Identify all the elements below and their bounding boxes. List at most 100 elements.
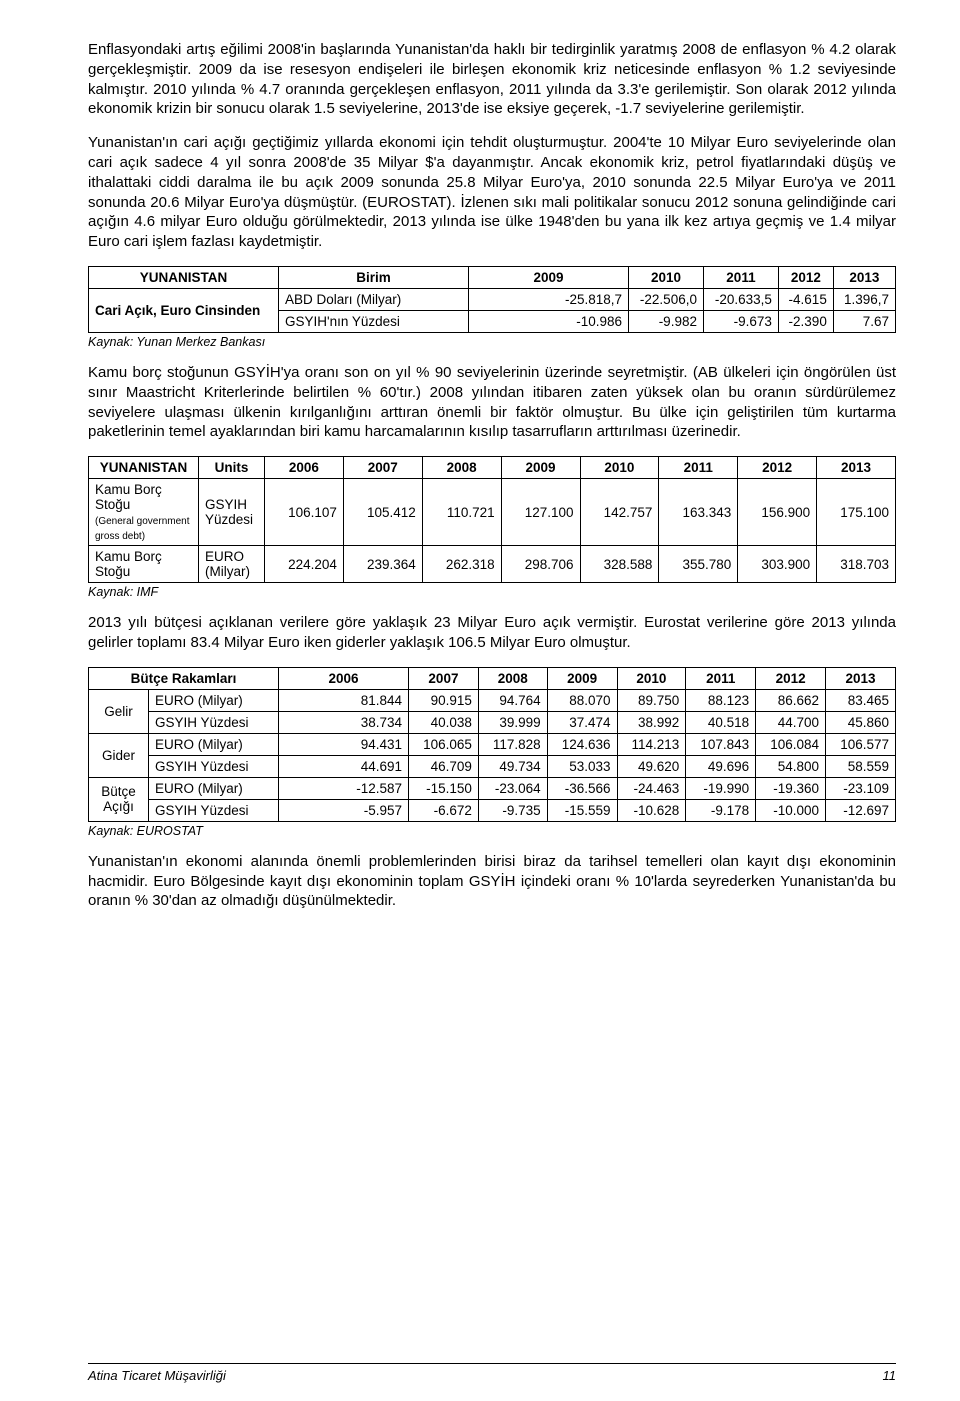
t3-g2r2-8: 58.559 <box>826 755 896 777</box>
table-1-header: YUNANISTAN Birim 2009 2010 2011 2012 201… <box>89 266 896 288</box>
t3-g3r1: Bütçe Açığı EURO (Milyar) -12.587 -15.15… <box>89 777 896 799</box>
table-3-wrap: Bütçe Rakamları 2006 2007 2008 2009 2010… <box>88 667 896 822</box>
t3-g3r1-5: -24.463 <box>617 777 686 799</box>
t1-r1-0: ABD Doları (Milyar) <box>279 288 469 310</box>
t3-g1r2-4: 37.474 <box>547 711 617 733</box>
t3-g3r1-3: -23.064 <box>478 777 547 799</box>
t1-r2-0: GSYIH'nın Yüzdesi <box>279 310 469 332</box>
t3-h3: 2008 <box>478 667 547 689</box>
footer-page-number: 11 <box>883 1368 897 1383</box>
t3-g1: Gelir <box>89 689 149 733</box>
t3-g2r2-0: GSYIH Yüzdesi <box>149 755 279 777</box>
t2-r1-2: 110.721 <box>422 479 501 546</box>
t3-g1r2-6: 40.518 <box>686 711 756 733</box>
t2-r1label-text: Kamu Borç Stoğu <box>95 482 162 512</box>
t3-g3r1-1: -12.587 <box>279 777 409 799</box>
t3-g3r1-2: -15.150 <box>409 777 479 799</box>
t3-g1r2-5: 38.992 <box>617 711 686 733</box>
t2-h4: 2008 <box>422 457 501 479</box>
t2-r2-5: 355.780 <box>659 546 738 583</box>
t2-r1-5: 163.343 <box>659 479 738 546</box>
t2-h8: 2012 <box>738 457 817 479</box>
t1-r1-4: -4.615 <box>778 288 833 310</box>
t2-r1-4: 142.757 <box>580 479 659 546</box>
t1-h3: 2010 <box>629 266 704 288</box>
t3-g2r2-3: 49.734 <box>478 755 547 777</box>
t2-h1: Units <box>199 457 265 479</box>
t3-g2r1-3: 117.828 <box>478 733 547 755</box>
t2-r2-4: 328.588 <box>580 546 659 583</box>
t3-g1r1-0: EURO (Milyar) <box>149 689 279 711</box>
t3-g3r1-6: -19.990 <box>686 777 756 799</box>
t3-g3r2-5: -10.628 <box>617 799 686 821</box>
t3-g1r2-8: 45.860 <box>826 711 896 733</box>
table-2-header: YUNANISTAN Units 2006 2007 2008 2009 201… <box>89 457 896 479</box>
t3-g2r2: GSYIH Yüzdesi 44.691 46.709 49.734 53.03… <box>89 755 896 777</box>
t3-g3r2-4: -15.559 <box>547 799 617 821</box>
t3-g1r2-7: 44.700 <box>756 711 826 733</box>
t3-g2r2-4: 53.033 <box>547 755 617 777</box>
t3-g2r1-4: 124.636 <box>547 733 617 755</box>
table-1-source: Kaynak: Yunan Merkez Bankası <box>88 335 896 349</box>
t2-h5: 2009 <box>501 457 580 479</box>
t2-h7: 2011 <box>659 457 738 479</box>
t3-g2r1-6: 107.843 <box>686 733 756 755</box>
t3-g1r2-2: 40.038 <box>409 711 479 733</box>
t3-h0: Bütçe Rakamları <box>89 667 279 689</box>
t1-rowlabel: Cari Açık, Euro Cinsinden <box>89 288 279 332</box>
t2-r1sub: (General government gross debt) <box>95 516 190 542</box>
t3-g2r1-7: 106.084 <box>756 733 826 755</box>
t3-g1r1-6: 88.123 <box>686 689 756 711</box>
t3-g3r2-3: -9.735 <box>478 799 547 821</box>
t2-r1-0: 106.107 <box>265 479 344 546</box>
t3-g1r2: GSYIH Yüzdesi 38.734 40.038 39.999 37.47… <box>89 711 896 733</box>
paragraph-3: Kamu borç stoğunun GSYİH'ya oranı son on… <box>88 363 896 442</box>
page-footer: Atina Ticaret Müşavirliği 11 <box>88 1363 896 1383</box>
t2-r1-6: 156.900 <box>738 479 817 546</box>
t3-g1r1-1: 81.844 <box>279 689 409 711</box>
t2-r2-6: 303.900 <box>738 546 817 583</box>
t3-g2r1-0: EURO (Milyar) <box>149 733 279 755</box>
t3-g3r2-6: -9.178 <box>686 799 756 821</box>
t1-h5: 2012 <box>778 266 833 288</box>
t3-h1: 2006 <box>279 667 409 689</box>
t3-g2: Gider <box>89 733 149 777</box>
t2-r1-3: 127.100 <box>501 479 580 546</box>
t3-g1r2-0: GSYIH Yüzdesi <box>149 711 279 733</box>
t2-r2-2: 262.318 <box>422 546 501 583</box>
t2-r1-1: 105.412 <box>343 479 422 546</box>
t3-g3r2-0: GSYIH Yüzdesi <box>149 799 279 821</box>
table-2: YUNANISTAN Units 2006 2007 2008 2009 201… <box>88 456 896 583</box>
t3-g3r2: GSYIH Yüzdesi -5.957 -6.672 -9.735 -15.5… <box>89 799 896 821</box>
t3-g3: Bütçe Açığı <box>89 777 149 821</box>
t3-g3r1-7: -19.360 <box>756 777 826 799</box>
t3-g1r1-5: 89.750 <box>617 689 686 711</box>
t1-h1: Birim <box>279 266 469 288</box>
t2-r2unit: EURO (Milyar) <box>199 546 265 583</box>
t3-g2r1-5: 114.213 <box>617 733 686 755</box>
t1-r1-3: -20.633,5 <box>703 288 778 310</box>
t2-r1-7: 175.100 <box>817 479 896 546</box>
t3-g3r1-8: -23.109 <box>826 777 896 799</box>
table-3-header: Bütçe Rakamları 2006 2007 2008 2009 2010… <box>89 667 896 689</box>
t3-g2r2-5: 49.620 <box>617 755 686 777</box>
t2-h6: 2010 <box>580 457 659 479</box>
t2-r2-1: 239.364 <box>343 546 422 583</box>
t3-g2r2-7: 54.800 <box>756 755 826 777</box>
t3-g1r1-7: 86.662 <box>756 689 826 711</box>
t3-g1r1-4: 88.070 <box>547 689 617 711</box>
t1-r1-5: 1.396,7 <box>833 288 895 310</box>
t2-r2-7: 318.703 <box>817 546 896 583</box>
t1-r2-3: -9.673 <box>703 310 778 332</box>
t3-g3r2-2: -6.672 <box>409 799 479 821</box>
t1-h6: 2013 <box>833 266 895 288</box>
t3-g2r2-6: 49.696 <box>686 755 756 777</box>
t3-g1r1-2: 90.915 <box>409 689 479 711</box>
t1-r2-2: -9.982 <box>629 310 704 332</box>
t1-r2-5: 7.67 <box>833 310 895 332</box>
paragraph-4: 2013 yılı bütçesi açıklanan verilere gör… <box>88 613 896 653</box>
table-2-source: Kaynak: IMF <box>88 585 896 599</box>
table-3: Bütçe Rakamları 2006 2007 2008 2009 2010… <box>88 667 896 822</box>
t2-h9: 2013 <box>817 457 896 479</box>
t2-h2: 2006 <box>265 457 344 479</box>
